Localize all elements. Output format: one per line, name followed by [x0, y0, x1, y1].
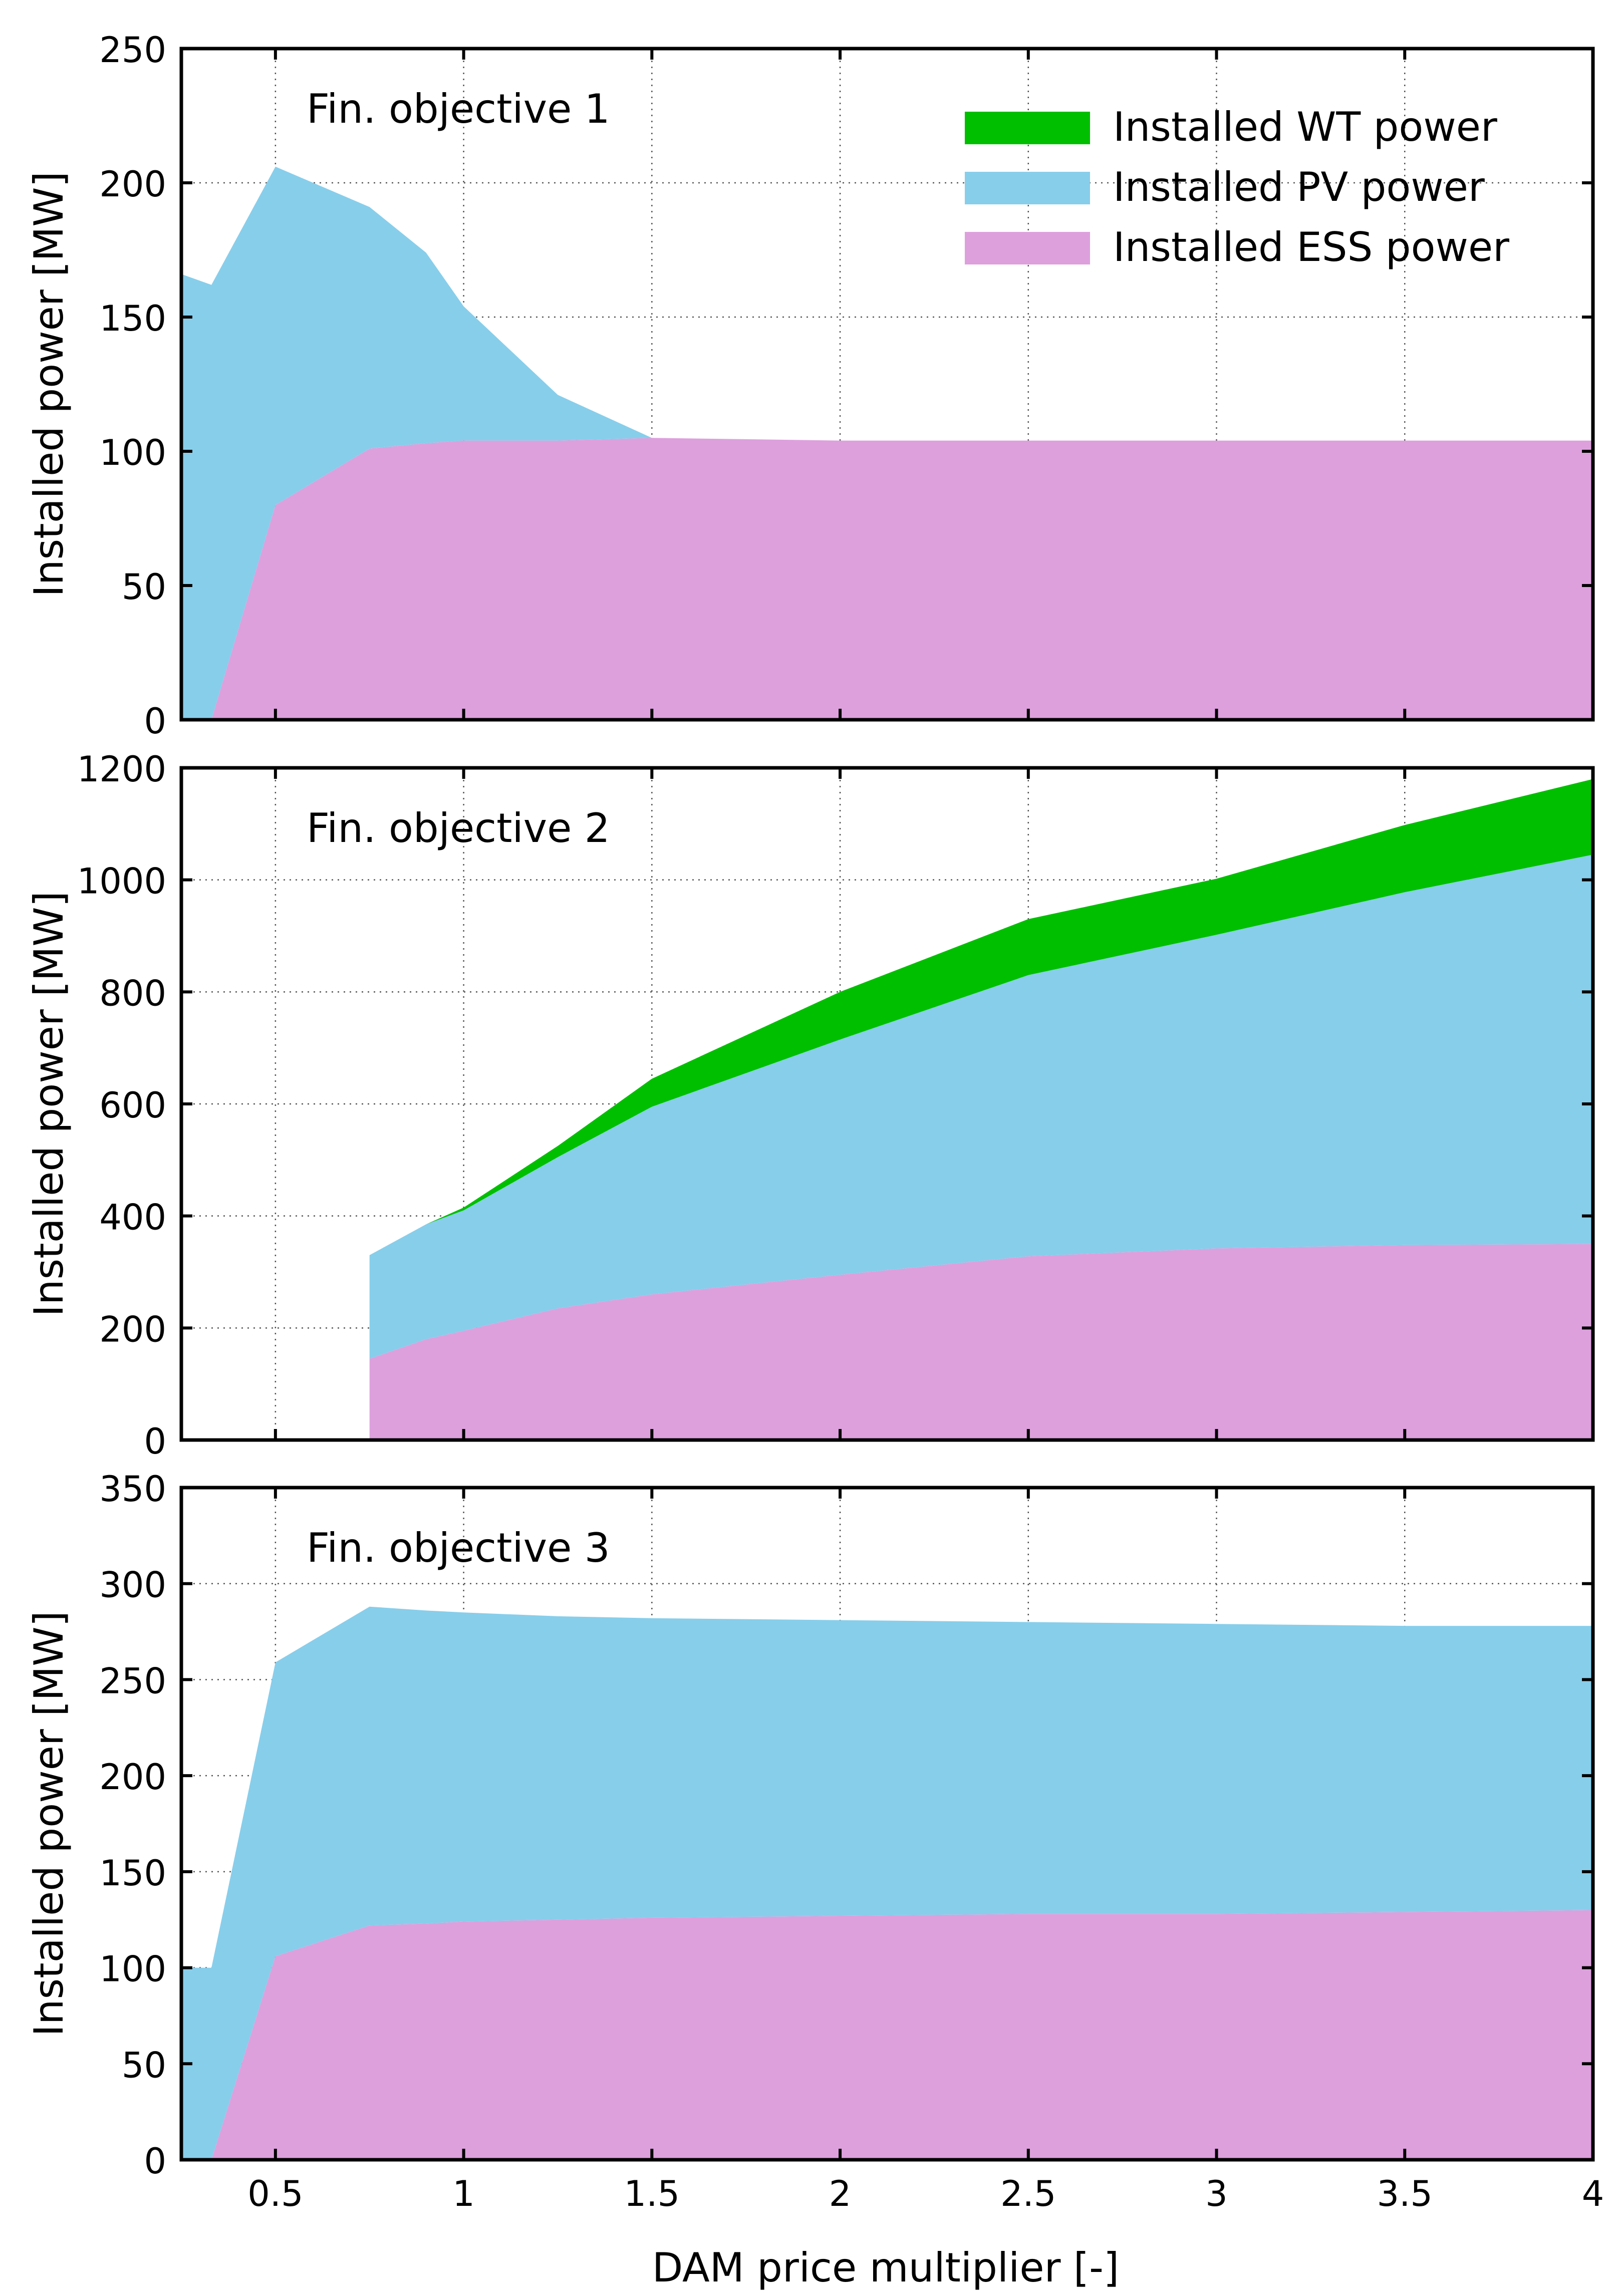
- y-tick-label: 100: [99, 1949, 166, 1990]
- panel-title: Fin. objective 1: [307, 86, 610, 132]
- plot-frame: [179, 47, 1595, 722]
- y-axis-label: Installed power [MW]: [26, 171, 72, 597]
- x-tick-label: 3.5: [1377, 2173, 1433, 2214]
- y-tick-label: 800: [99, 973, 166, 1014]
- y-tick-label: 300: [99, 1565, 166, 1606]
- panel-2: 0 200 400 600 800 1000 1200 Installed power [MW…: [26, 749, 1595, 1462]
- y-tick-label: 1000: [77, 861, 166, 902]
- y-tick-label: 350: [99, 1469, 166, 1510]
- panel-3: 0 50 100 150 200 250 300 350 0.5 1 1.5 2 2.5 3 3.5 4 Ins…: [26, 1469, 1604, 2214]
- x-tick-label: 1.5: [624, 2173, 680, 2214]
- legend-swatch: [965, 232, 1090, 264]
- legend-swatch: [965, 172, 1090, 204]
- y-tick-label: 400: [99, 1197, 166, 1238]
- y-tick-label: 100: [99, 432, 166, 473]
- y-axis-label: Installed power [MW]: [26, 891, 72, 1317]
- y-tick-label: 200: [99, 1757, 166, 1798]
- y-tick-label: 200: [99, 164, 166, 205]
- x-tick-label: 1: [452, 2173, 475, 2214]
- x-tick-label: 4: [1582, 2173, 1604, 2214]
- x-tick-label: 0.5: [247, 2173, 303, 2214]
- area-installed-pv-power: [181, 1606, 1593, 2160]
- x-tick-label: 2: [829, 2173, 852, 2214]
- area-installed-pv-power: [181, 166, 1593, 720]
- y-tick-label: 1200: [77, 749, 166, 790]
- legend-label: Installed PV power: [1113, 164, 1485, 210]
- area-installed-ess-power: [369, 1244, 1593, 1440]
- area-installed-ess-power: [181, 1910, 1593, 2160]
- y-tick-label: 150: [99, 298, 166, 339]
- legend-label: Installed ESS power: [1113, 224, 1509, 270]
- x-tick-label: 2.5: [1000, 2173, 1056, 2214]
- y-tick-label: 50: [122, 2045, 166, 2086]
- y-tick-label: 50: [122, 566, 166, 608]
- y-tick-label: 0: [144, 701, 166, 742]
- y-tick-label: 250: [99, 1660, 166, 1701]
- x-axis-label: DAM price multiplier [-]: [652, 2244, 1119, 2291]
- area-installed-pv-power: [369, 854, 1593, 1359]
- y-tick-label: 0: [144, 2141, 166, 2182]
- y-tick-label: 200: [99, 1309, 166, 1350]
- area-installed-ess-power: [181, 438, 1593, 720]
- y-tick-label: 150: [99, 1853, 166, 1894]
- panel-title: Fin. objective 3: [307, 1525, 610, 1571]
- y-tick-label: 600: [99, 1085, 166, 1126]
- legend: Installed WT power Installed PV power Inst…: [965, 104, 1509, 270]
- plot-frame: [179, 1486, 1595, 2162]
- legend-swatch: [965, 112, 1090, 144]
- y-tick-label: 250: [99, 30, 166, 71]
- y-tick-label: 0: [144, 1421, 166, 1462]
- area-installed-wt-power: [369, 779, 1593, 1255]
- y-axis-label: Installed power [MW]: [26, 1611, 72, 2037]
- legend-label: Installed WT power: [1113, 104, 1497, 150]
- panel-title: Fin. objective 2: [307, 805, 610, 851]
- panel-1: 0 50 100 150 200 250 Installed power [MW] Fin. …: [26, 30, 1595, 742]
- x-tick-label: 3: [1205, 2173, 1228, 2214]
